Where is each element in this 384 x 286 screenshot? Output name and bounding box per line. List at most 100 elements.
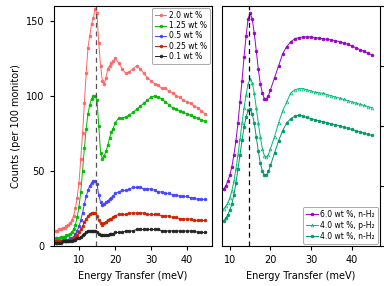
6.0 wt %, n-H₂ bbox=[296, 36, 301, 39]
4.0 wt %, p-H₂ bbox=[276, 121, 281, 125]
6.0 wt %, n-H₂ bbox=[276, 64, 281, 67]
4.0 wt %, n-H₂ bbox=[242, 125, 247, 129]
6.0 wt %, n-H₂ bbox=[252, 31, 257, 35]
1.25 wt % bbox=[64, 234, 69, 237]
4.0 wt %, p-H₂ bbox=[362, 104, 366, 107]
2.0 wt % bbox=[149, 79, 153, 83]
6.0 wt %, n-H₂ bbox=[313, 36, 318, 39]
0.1 wt % bbox=[80, 234, 85, 237]
6.0 wt %, n-H₂ bbox=[232, 153, 236, 156]
6.0 wt %, n-H₂ bbox=[329, 38, 334, 42]
4.0 wt %, n-H₂ bbox=[266, 170, 271, 173]
Line: 0.5 wt %: 0.5 wt % bbox=[54, 180, 206, 243]
4.0 wt %, p-H₂ bbox=[309, 89, 313, 93]
4.0 wt %, n-H₂ bbox=[354, 129, 358, 132]
4.0 wt %, n-H₂ bbox=[313, 118, 318, 122]
4.0 wt %, n-H₂ bbox=[252, 121, 257, 125]
Y-axis label: Counts (per 100 monitor): Counts (per 100 monitor) bbox=[11, 64, 21, 188]
6.0 wt %, n-H₂ bbox=[258, 82, 263, 86]
6.0 wt %, n-H₂ bbox=[244, 34, 248, 37]
0.5 wt % bbox=[57, 240, 61, 243]
6.0 wt %, n-H₂ bbox=[228, 173, 232, 177]
4.0 wt %, n-H₂ bbox=[309, 117, 313, 120]
4.0 wt %, p-H₂ bbox=[333, 95, 338, 99]
4.0 wt %, p-H₂ bbox=[366, 105, 370, 108]
4.0 wt %, p-H₂ bbox=[256, 121, 261, 125]
4.0 wt %, n-H₂ bbox=[260, 169, 265, 172]
0.1 wt % bbox=[64, 240, 69, 243]
4.0 wt %, n-H₂ bbox=[370, 134, 374, 137]
0.1 wt % bbox=[107, 232, 112, 236]
6.0 wt %, n-H₂ bbox=[222, 187, 226, 191]
4.0 wt %, n-H₂ bbox=[301, 114, 305, 118]
6.0 wt %, n-H₂ bbox=[362, 50, 366, 53]
4.0 wt %, p-H₂ bbox=[230, 189, 234, 192]
6.0 wt %, n-H₂ bbox=[354, 46, 358, 49]
4.0 wt %, p-H₂ bbox=[228, 196, 232, 200]
4.0 wt %, p-H₂ bbox=[254, 106, 258, 110]
6.0 wt %, n-H₂ bbox=[341, 41, 346, 45]
6.0 wt %, n-H₂ bbox=[240, 79, 244, 83]
4.0 wt %, p-H₂ bbox=[268, 147, 273, 150]
4.0 wt %, n-H₂ bbox=[362, 131, 366, 135]
1.25 wt % bbox=[70, 231, 74, 234]
4.0 wt %, p-H₂ bbox=[238, 137, 242, 141]
0.5 wt % bbox=[80, 211, 85, 214]
4.0 wt %, p-H₂ bbox=[252, 91, 257, 94]
4.0 wt %, p-H₂ bbox=[242, 106, 247, 110]
4.0 wt %, p-H₂ bbox=[305, 88, 310, 92]
6.0 wt %, n-H₂ bbox=[317, 36, 321, 40]
4.0 wt %, p-H₂ bbox=[232, 179, 236, 183]
6.0 wt %, n-H₂ bbox=[248, 11, 252, 15]
6.0 wt %, n-H₂ bbox=[233, 139, 238, 143]
2.0 wt % bbox=[80, 132, 85, 135]
1.25 wt % bbox=[53, 237, 58, 240]
6.0 wt %, n-H₂ bbox=[358, 48, 362, 51]
4.0 wt %, p-H₂ bbox=[329, 94, 334, 98]
6.0 wt %, n-H₂ bbox=[349, 44, 354, 48]
4.0 wt %, p-H₂ bbox=[296, 87, 301, 90]
0.25 wt % bbox=[70, 238, 74, 242]
4.0 wt %, n-H₂ bbox=[321, 120, 326, 123]
1.25 wt % bbox=[57, 237, 61, 240]
0.25 wt % bbox=[149, 213, 153, 216]
4.0 wt %, p-H₂ bbox=[272, 135, 277, 138]
6.0 wt %, n-H₂ bbox=[309, 35, 313, 39]
0.1 wt % bbox=[134, 228, 139, 231]
2.0 wt % bbox=[203, 112, 207, 116]
Line: 2.0 wt %: 2.0 wt % bbox=[54, 7, 206, 232]
2.0 wt % bbox=[57, 228, 61, 231]
4.0 wt %, n-H₂ bbox=[230, 202, 234, 206]
4.0 wt %, n-H₂ bbox=[325, 121, 329, 125]
4.0 wt %, p-H₂ bbox=[266, 153, 271, 156]
4.0 wt %, n-H₂ bbox=[264, 173, 269, 177]
4.0 wt %, p-H₂ bbox=[349, 100, 354, 104]
6.0 wt %, n-H₂ bbox=[293, 37, 297, 41]
4.0 wt %, n-H₂ bbox=[349, 128, 354, 131]
4.0 wt %, n-H₂ bbox=[254, 135, 258, 138]
0.5 wt % bbox=[149, 187, 153, 190]
6.0 wt %, n-H₂ bbox=[246, 17, 250, 21]
6.0 wt %, n-H₂ bbox=[223, 184, 228, 188]
2.0 wt % bbox=[93, 7, 98, 11]
4.0 wt %, n-H₂ bbox=[225, 213, 230, 217]
4.0 wt %, n-H₂ bbox=[305, 116, 310, 119]
0.5 wt % bbox=[53, 240, 58, 243]
4.0 wt %, p-H₂ bbox=[301, 87, 305, 90]
6.0 wt %, n-H₂ bbox=[238, 100, 242, 104]
4.0 wt %, n-H₂ bbox=[329, 122, 334, 126]
Line: 4.0 wt %, p-H₂: 4.0 wt %, p-H₂ bbox=[222, 78, 373, 210]
6.0 wt %, n-H₂ bbox=[262, 97, 266, 101]
6.0 wt %, n-H₂ bbox=[280, 52, 285, 55]
4.0 wt %, n-H₂ bbox=[240, 138, 244, 142]
0.5 wt % bbox=[203, 198, 207, 201]
4.0 wt %, n-H₂ bbox=[272, 151, 277, 154]
0.25 wt % bbox=[203, 219, 207, 222]
6.0 wt %, n-H₂ bbox=[225, 179, 230, 183]
4.0 wt %, p-H₂ bbox=[244, 93, 248, 96]
4.0 wt %, n-H₂ bbox=[222, 219, 226, 223]
1.25 wt % bbox=[109, 130, 114, 134]
4.0 wt %, n-H₂ bbox=[223, 217, 228, 220]
4.0 wt %, p-H₂ bbox=[358, 102, 362, 106]
4.0 wt %, p-H₂ bbox=[280, 109, 285, 113]
